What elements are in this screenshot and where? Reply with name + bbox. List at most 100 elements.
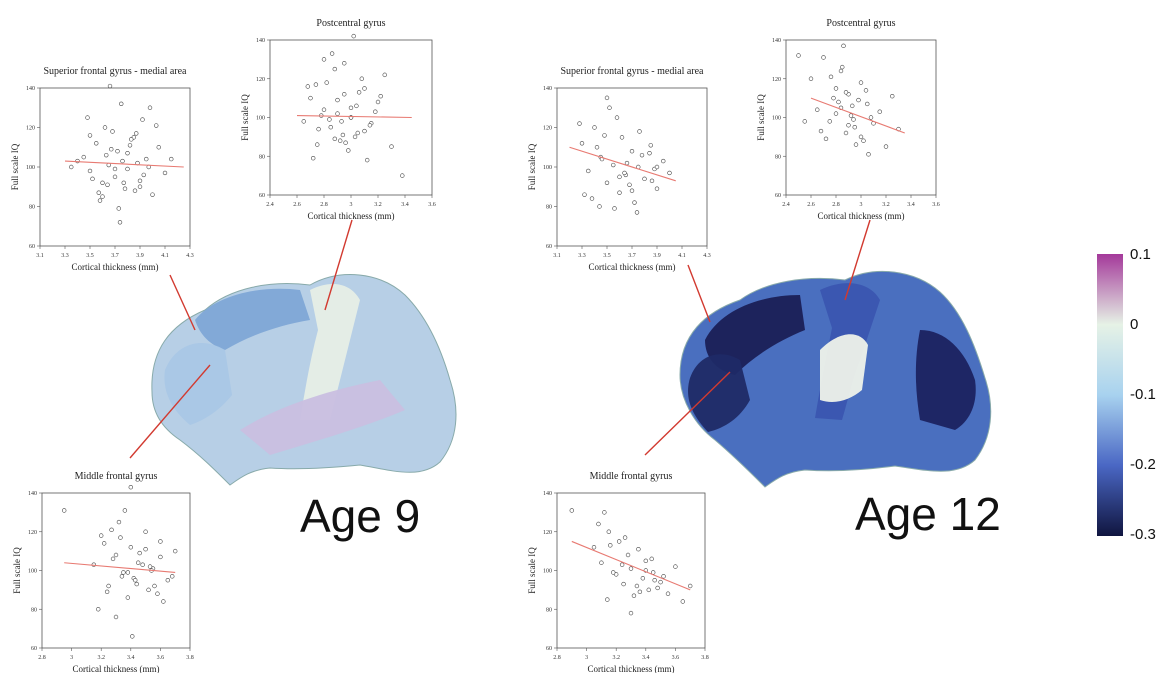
y-tick-label: 100 xyxy=(772,116,781,122)
scatter-point xyxy=(161,599,166,604)
scatter-point xyxy=(607,105,612,110)
y-axis-label: Full scale IQ xyxy=(527,547,537,594)
scatter-point xyxy=(840,64,845,70)
scatter-point xyxy=(634,210,640,215)
scatter-point xyxy=(594,145,600,150)
scatter-point xyxy=(162,170,168,176)
scatter-point xyxy=(332,66,337,72)
scatter-point xyxy=(87,133,93,138)
x-tick-label: 3.4 xyxy=(127,655,135,661)
scatter-point xyxy=(154,123,159,128)
scatter-point xyxy=(343,140,348,145)
scatter-point xyxy=(75,158,80,164)
scatter-point xyxy=(125,166,130,172)
scatter-point xyxy=(582,192,587,197)
scatter-point xyxy=(150,192,155,197)
scatter-point xyxy=(125,595,131,600)
scatter-point xyxy=(109,147,114,152)
region-temporal-age9 xyxy=(240,380,405,455)
scatter-point xyxy=(827,119,832,124)
x-tick-label: 3.5 xyxy=(603,253,611,259)
y-tick-label: 120 xyxy=(28,530,37,536)
x-tick-label: 3.2 xyxy=(882,202,890,208)
x-tick-label: 3.5 xyxy=(86,253,94,259)
scatter-point xyxy=(305,84,310,89)
scatter-point xyxy=(144,156,149,162)
scatter-point xyxy=(642,176,647,182)
fit-line xyxy=(64,160,184,168)
scatter-point xyxy=(796,53,801,58)
scatter-point xyxy=(808,76,814,81)
brain-panel-age9: Age 9 xyxy=(129,219,457,542)
x-tick-label: 2.6 xyxy=(293,202,301,208)
region-middle-frontal-age12 xyxy=(688,354,750,432)
scatter-point xyxy=(831,95,836,101)
scatter-point xyxy=(321,107,327,112)
scatter-point xyxy=(614,115,620,120)
scatter-point xyxy=(687,583,693,589)
scatter-point xyxy=(61,508,67,513)
scatter-point xyxy=(335,97,340,103)
scatter-point xyxy=(115,149,120,154)
scatter-point xyxy=(602,510,607,515)
scatter-point xyxy=(639,152,645,158)
scatter-point xyxy=(602,133,607,138)
scatter-point xyxy=(101,541,107,546)
scatter-point xyxy=(137,184,143,189)
scatter-point xyxy=(637,129,642,134)
y-tick-label: 140 xyxy=(26,86,35,92)
x-tick-label: 2.8 xyxy=(553,655,561,661)
colorbar-tick-label: -0.1 xyxy=(1130,386,1156,403)
scatter-point xyxy=(133,577,138,583)
scatter-point xyxy=(87,168,93,174)
scatter-point xyxy=(833,86,839,91)
scatter-point xyxy=(120,158,125,164)
scatter-point xyxy=(596,521,601,527)
scatter-point xyxy=(355,130,360,136)
scatter-point xyxy=(137,178,143,184)
fit-line xyxy=(810,97,905,134)
scatter-point xyxy=(134,131,139,136)
scatter-point xyxy=(823,136,829,142)
scatter-point xyxy=(577,121,582,126)
scatter-point xyxy=(828,74,834,80)
scatter-point xyxy=(313,82,319,87)
scatter-point xyxy=(851,117,856,122)
scatter-point xyxy=(122,186,128,191)
scatter-point xyxy=(617,190,622,195)
x-tick-label: 3.6 xyxy=(672,655,680,661)
scatter-point xyxy=(852,124,857,130)
scatter-point xyxy=(141,172,146,178)
region-postcentral-age9 xyxy=(300,284,360,420)
scatter-point xyxy=(400,173,405,178)
scatter-point xyxy=(649,178,655,184)
scatter-point xyxy=(102,125,108,130)
chart-title: Postcentral gyrus xyxy=(826,18,895,29)
scatter-chart-5: Postcentral gyrus 2.4 2.6 2.8 3 3.2 3.4 3.6 60 80… xyxy=(756,18,940,221)
scatter-point xyxy=(119,574,125,579)
scatter-point xyxy=(105,182,110,187)
brain-panel-age12: Age 12 xyxy=(644,219,1001,540)
scatter-point xyxy=(378,93,383,99)
x-tick-label: 4.3 xyxy=(186,253,194,259)
y-tick-label: 140 xyxy=(28,491,37,497)
scatter-point xyxy=(853,142,859,147)
y-tick-label: 60 xyxy=(31,646,37,652)
x-tick-label: 3 xyxy=(860,202,863,208)
scatter-point xyxy=(375,99,381,105)
scatter-point xyxy=(340,132,346,138)
scatter-point xyxy=(352,134,358,140)
scatter-point xyxy=(649,556,654,562)
y-tick-label: 60 xyxy=(29,244,35,250)
fit-line xyxy=(64,562,176,573)
scatter-point xyxy=(843,130,849,136)
x-tick-label: 2.8 xyxy=(832,202,840,208)
scatter-point xyxy=(128,484,134,490)
scatter-point xyxy=(611,162,616,168)
y-tick-label: 140 xyxy=(256,38,265,44)
scatter-point xyxy=(818,128,824,134)
scatter-point xyxy=(104,152,109,158)
scatter-point xyxy=(132,188,138,193)
x-tick-label: 3.6 xyxy=(157,655,165,661)
scatter-point xyxy=(640,576,646,581)
